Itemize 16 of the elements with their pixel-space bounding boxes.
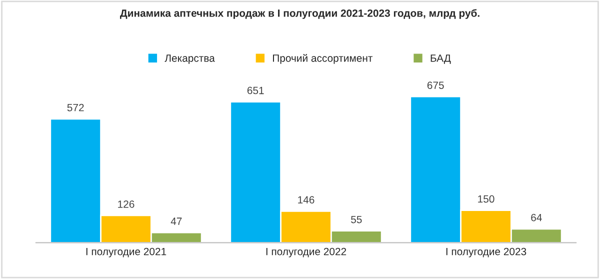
chart-title: Динамика аптечных продаж в I полугодии 2021-2023 годов, млрд руб. — [120, 9, 480, 19]
data-label: 651 — [247, 86, 264, 94]
x-tick-label: I полугодие 2021 — [86, 248, 166, 258]
x-tick-label: I полугодие 2022 — [266, 248, 346, 258]
data-label: 55 — [351, 216, 362, 224]
data-label: 675 — [427, 82, 444, 89]
data-label: 150 — [478, 195, 494, 203]
data-label: 47 — [170, 218, 182, 225]
legend-label: Лекарства — [164, 54, 215, 64]
data-label: 146 — [298, 196, 314, 204]
data-label: 126 — [118, 200, 134, 208]
x-tick-label: I полугодие 2023 — [446, 248, 526, 258]
legend-label: БАД — [430, 54, 451, 64]
data-label: 572 — [67, 104, 84, 112]
legend-label: Прочий ассортимент — [273, 54, 373, 64]
data-label: 64 — [531, 214, 542, 222]
